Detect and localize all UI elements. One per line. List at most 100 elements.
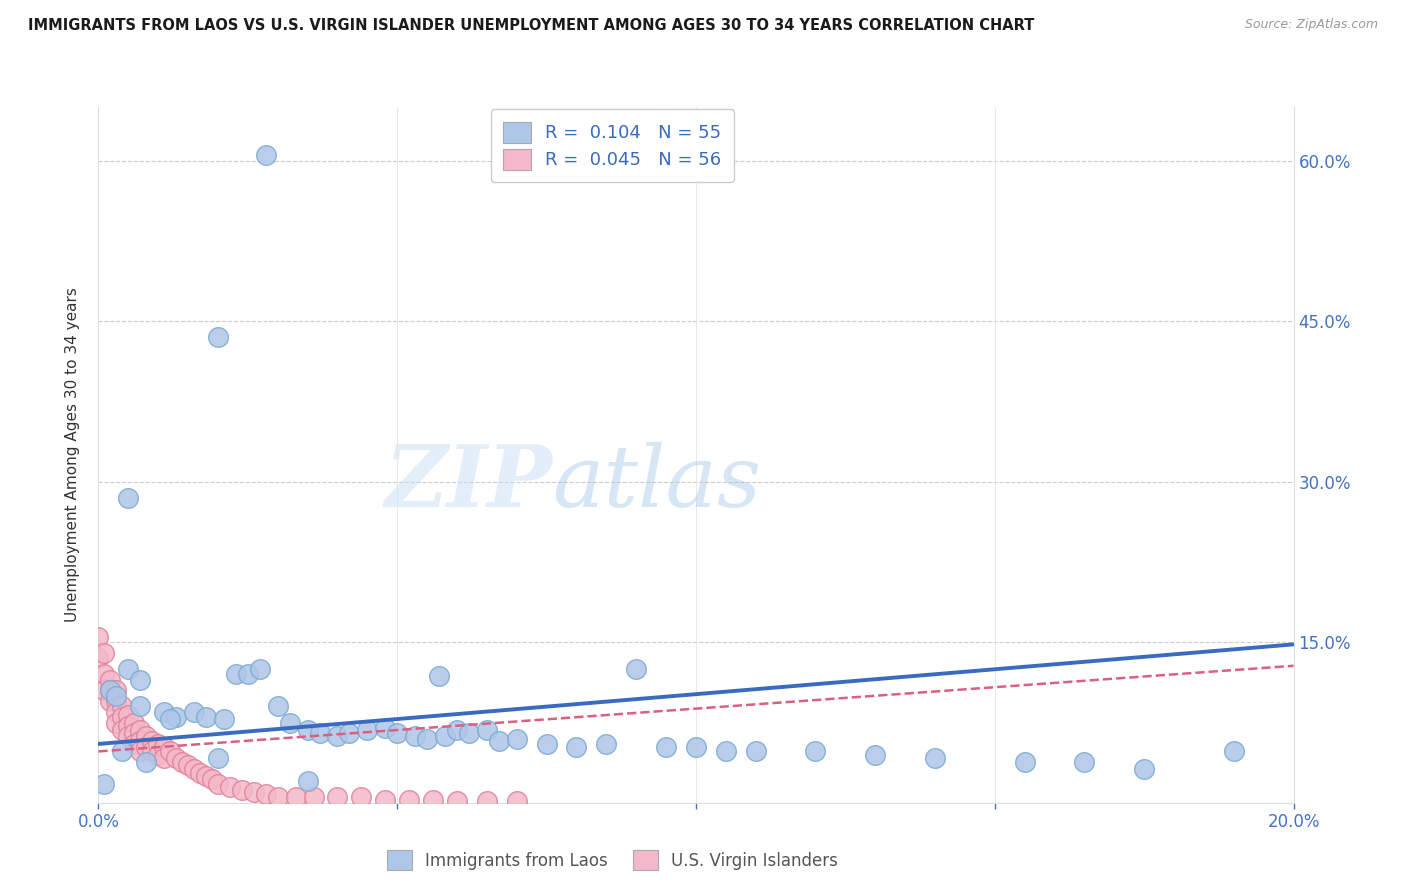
Point: [87, 651, 110, 665]
Point: [129, 733, 152, 747]
Point: [231, 783, 253, 797]
Y-axis label: Unemployment Among Ages 30 to 34 years: Unemployment Among Ages 30 to 34 years: [65, 287, 80, 623]
Point: [111, 744, 134, 758]
Point: [159, 712, 181, 726]
Point: [207, 776, 229, 790]
Point: [434, 730, 457, 744]
Point: [278, 715, 301, 730]
Point: [1133, 762, 1156, 776]
Point: [1073, 755, 1095, 769]
Point: [153, 705, 176, 719]
Point: [267, 790, 290, 805]
Point: [117, 730, 139, 744]
Point: [117, 708, 139, 723]
Point: [506, 731, 529, 746]
Point: [87, 630, 110, 644]
Point: [165, 710, 187, 724]
Text: ZIP: ZIP: [385, 441, 553, 524]
Point: [685, 740, 707, 755]
Point: [188, 765, 211, 780]
Point: [714, 744, 737, 758]
Point: [297, 774, 319, 789]
Point: [804, 744, 827, 758]
Point: [129, 699, 152, 714]
Point: [350, 790, 373, 805]
Point: [565, 740, 588, 755]
Point: [159, 744, 181, 758]
Point: [148, 747, 170, 762]
Point: [105, 715, 128, 730]
Point: [135, 740, 157, 755]
Point: [183, 762, 205, 776]
Point: [135, 755, 157, 769]
Point: [207, 751, 229, 765]
Point: [183, 705, 205, 719]
Point: [129, 744, 152, 758]
Point: [385, 726, 409, 740]
Point: [93, 683, 115, 698]
Point: [254, 787, 277, 801]
Point: [117, 719, 139, 733]
Point: [111, 710, 134, 724]
Point: [100, 683, 122, 698]
Point: [745, 744, 768, 758]
Point: [117, 662, 139, 676]
Point: [284, 790, 307, 805]
Point: [93, 646, 115, 660]
Point: [172, 755, 194, 769]
Point: [422, 792, 444, 806]
Point: [595, 737, 617, 751]
Point: [135, 730, 157, 744]
Point: [153, 740, 176, 755]
Point: [141, 744, 163, 758]
Point: [488, 733, 510, 747]
Point: [536, 737, 558, 751]
Point: [446, 723, 468, 737]
Point: [129, 673, 152, 687]
Point: [100, 673, 122, 687]
Point: [374, 792, 396, 806]
Point: [105, 694, 128, 708]
Point: [105, 683, 128, 698]
Point: [225, 667, 247, 681]
Point: [446, 794, 468, 808]
Point: [626, 662, 648, 676]
Point: [475, 794, 498, 808]
Point: [117, 491, 139, 505]
Point: [100, 694, 122, 708]
Point: [1014, 755, 1036, 769]
Text: IMMIGRANTS FROM LAOS VS U.S. VIRGIN ISLANDER UNEMPLOYMENT AMONG AGES 30 TO 34 YE: IMMIGRANTS FROM LAOS VS U.S. VIRGIN ISLA…: [28, 18, 1035, 33]
Point: [924, 751, 946, 765]
Point: [416, 731, 439, 746]
Point: [404, 730, 426, 744]
Point: [93, 667, 115, 681]
Point: [427, 669, 450, 683]
Point: [865, 747, 887, 762]
Point: [475, 723, 498, 737]
Point: [219, 780, 242, 794]
Point: [326, 730, 349, 744]
Point: [201, 772, 224, 787]
Point: [655, 740, 678, 755]
Point: [212, 712, 235, 726]
Point: [165, 751, 187, 765]
Point: [124, 715, 146, 730]
Point: [177, 758, 200, 772]
Point: [506, 794, 529, 808]
Point: [254, 148, 277, 162]
Point: [124, 726, 146, 740]
Point: [207, 330, 229, 344]
Point: [111, 723, 134, 737]
Point: [111, 699, 134, 714]
Point: [129, 723, 152, 737]
Point: [93, 776, 115, 790]
Text: atlas: atlas: [553, 442, 762, 524]
Point: [297, 723, 319, 737]
Point: [243, 785, 266, 799]
Point: [105, 705, 128, 719]
Point: [339, 726, 360, 740]
Point: [100, 683, 122, 698]
Point: [195, 710, 218, 724]
Point: [236, 667, 259, 681]
Legend: Immigrants from Laos, U.S. Virgin Islanders: Immigrants from Laos, U.S. Virgin Island…: [378, 842, 846, 878]
